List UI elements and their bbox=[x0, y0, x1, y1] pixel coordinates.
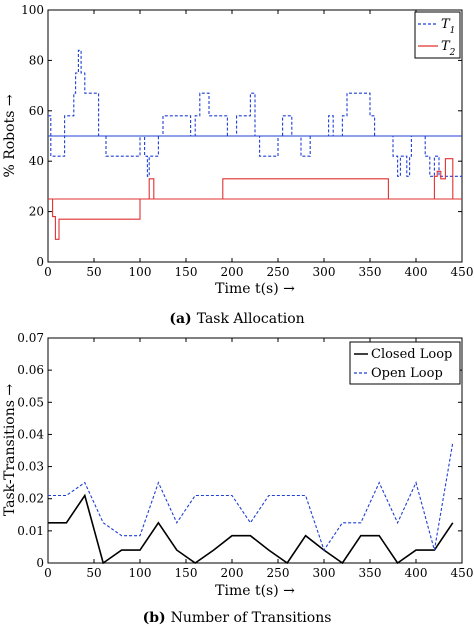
y-tick-label: 0.05 bbox=[17, 395, 44, 409]
y-tick-label: 0 bbox=[36, 556, 44, 570]
axis-ticks: 0 50 100 150 200 250 300 350 400 450 0 20 40 60 80 100 bbox=[21, 3, 473, 279]
y-tick-label: 0.04 bbox=[17, 427, 44, 441]
x-tick-label: 450 bbox=[451, 566, 474, 580]
legend: Closed Loop Open Loop bbox=[349, 341, 461, 385]
legend-label-closed-loop: Closed Loop bbox=[371, 347, 452, 362]
y-tick-label: 0.01 bbox=[17, 524, 44, 538]
caption-a: (a) Task Allocation bbox=[169, 311, 304, 327]
y-tick-label: 40 bbox=[29, 154, 44, 168]
x-tick-label: 0 bbox=[44, 566, 52, 580]
y-tick-label: 100 bbox=[21, 3, 44, 17]
series-line-t1 bbox=[48, 49, 462, 177]
caption-b: (b) Number of Transitions bbox=[143, 610, 332, 626]
series-group bbox=[48, 49, 462, 240]
y-tick-label: 0.06 bbox=[17, 363, 44, 377]
y-axis-label: % Robots → bbox=[2, 94, 18, 177]
legend-box bbox=[414, 11, 461, 59]
chart-number-of-transitions: 0 50 100 150 200 250 300 350 400 450 0 0.01 0.02 0.03… bbox=[2, 331, 473, 626]
x-tick-label: 200 bbox=[221, 265, 244, 279]
x-axis-label: Time t(s) → bbox=[215, 281, 295, 297]
x-tick-label: 150 bbox=[175, 566, 198, 580]
plot-frame bbox=[47, 337, 463, 564]
x-tick-label: 300 bbox=[313, 265, 336, 279]
x-tick-label: 400 bbox=[405, 265, 428, 279]
series-line-closed-loop bbox=[48, 493, 454, 565]
caption-tag: (a) bbox=[169, 311, 191, 327]
axis-ticks: 0 50 100 150 200 250 300 350 400 450 0 0.01 0.02 0.03… bbox=[17, 331, 473, 580]
caption-text: Task Allocation bbox=[197, 311, 305, 327]
y-tick-label: 0.07 bbox=[17, 331, 44, 345]
legend-box bbox=[349, 341, 461, 385]
y-tick-label: 80 bbox=[29, 53, 44, 67]
y-tick-label: 60 bbox=[29, 104, 44, 118]
x-tick-label: 100 bbox=[129, 566, 152, 580]
y-tick-label: 20 bbox=[29, 205, 44, 219]
x-tick-label: 350 bbox=[359, 265, 382, 279]
x-tick-label: 200 bbox=[221, 566, 244, 580]
legend: T1 T2 bbox=[414, 11, 461, 59]
x-tick-label: 450 bbox=[451, 265, 474, 279]
x-tick-label: 250 bbox=[267, 566, 290, 580]
x-tick-label: 400 bbox=[405, 566, 428, 580]
y-tick-label: 0.02 bbox=[17, 492, 44, 506]
y-tick-label: 0.03 bbox=[17, 460, 44, 474]
caption-text: Number of Transitions bbox=[171, 610, 332, 626]
x-tick-label: 50 bbox=[86, 566, 101, 580]
x-tick-label: 100 bbox=[129, 265, 152, 279]
y-axis-label: Task-Transitions → bbox=[2, 384, 18, 516]
caption-tag: (b) bbox=[143, 610, 166, 626]
series-line-open-loop bbox=[48, 442, 454, 552]
y-tick-label: 0 bbox=[36, 255, 44, 269]
series-group bbox=[48, 442, 454, 565]
x-axis-label: Time t(s) → bbox=[215, 583, 295, 599]
legend-label-open-loop: Open Loop bbox=[371, 366, 443, 381]
chart-task-allocation: 0 50 100 150 200 250 300 350 400 450020406080100 … bbox=[2, 3, 473, 327]
x-tick-label: 150 bbox=[175, 265, 198, 279]
x-tick-label: 250 bbox=[267, 265, 290, 279]
x-tick-label: 350 bbox=[359, 566, 382, 580]
x-tick-label: 50 bbox=[86, 265, 101, 279]
x-tick-label: 300 bbox=[313, 566, 336, 580]
x-tick-label: 0 bbox=[44, 265, 52, 279]
